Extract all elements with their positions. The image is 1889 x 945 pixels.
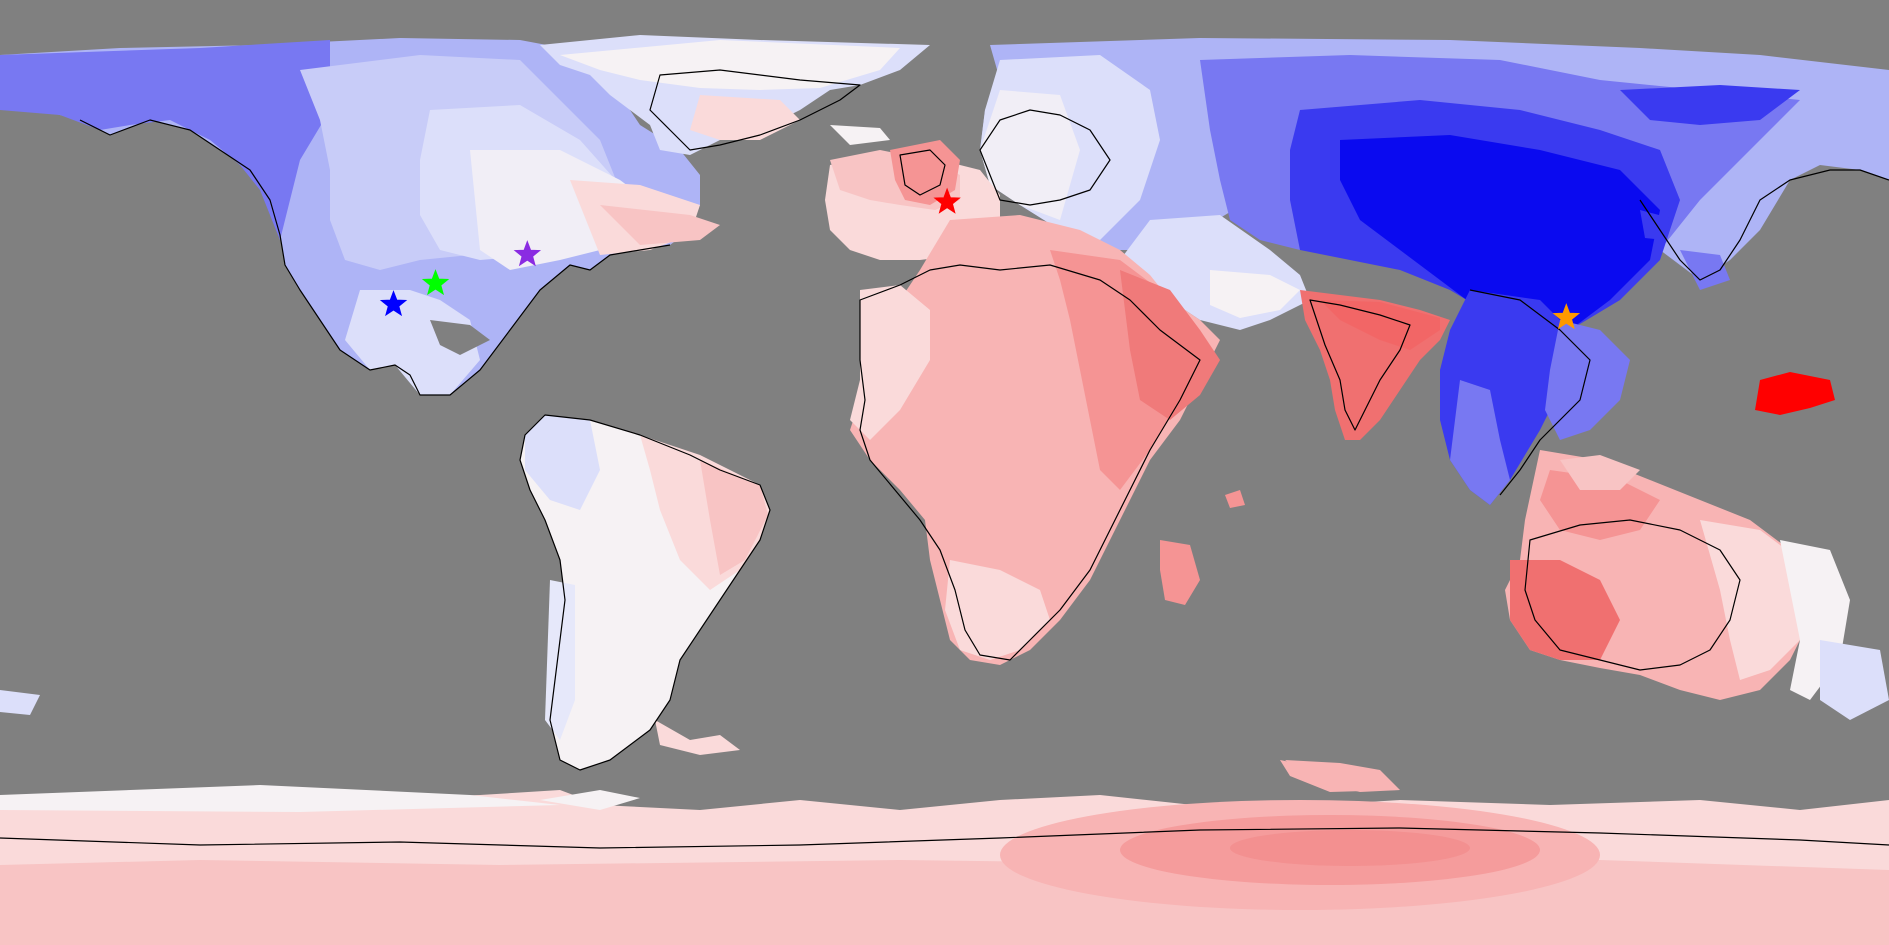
marker-star-purple <box>513 240 542 267</box>
region-north-america <box>0 38 720 395</box>
coastlines <box>0 69 1889 849</box>
region-india <box>1300 290 1450 440</box>
marker-star-red <box>933 187 961 214</box>
marker-star-orange <box>1552 303 1581 330</box>
region-sub-antarctic <box>1225 490 1400 792</box>
markers-layer <box>379 187 1581 330</box>
region-antarctica <box>0 690 1889 945</box>
region-greenland <box>540 35 930 155</box>
region-south-america <box>520 415 770 770</box>
marker-star-green <box>421 269 450 296</box>
marker-star-blue <box>379 290 408 317</box>
region-europe-west-africa <box>825 150 1220 665</box>
region-pacific-anomaly <box>1755 372 1835 415</box>
region-transition-central-asia <box>1120 215 1310 330</box>
region-australia <box>1505 450 1889 720</box>
region-british-isles <box>890 140 960 205</box>
